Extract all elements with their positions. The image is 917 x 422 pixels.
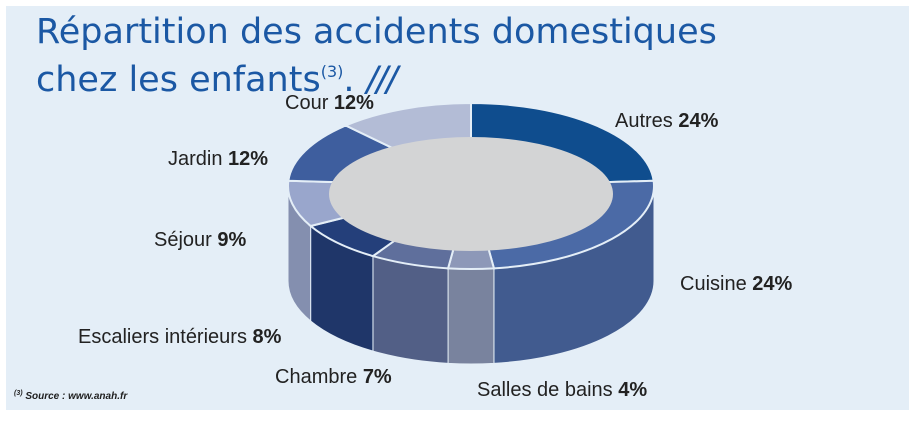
label-autres: Autres 24% xyxy=(615,109,718,133)
title-footnote-ref: (3) xyxy=(320,62,344,81)
label-value: 24% xyxy=(752,273,793,295)
label-name: Chambre xyxy=(275,366,363,388)
chart-title: Répartition des accidents domestiques ch… xyxy=(36,12,717,100)
label-name: Cuisine xyxy=(680,273,753,295)
label-jardin: Jardin 12% xyxy=(168,147,268,171)
label-value: 24% xyxy=(678,110,719,132)
title-line-1: Répartition des accidents domestiques xyxy=(36,12,717,52)
label-name: Escaliers intérieurs xyxy=(78,326,253,348)
label-value: 12% xyxy=(228,148,269,170)
title-decoration: /// xyxy=(366,60,398,100)
label-value: 9% xyxy=(217,229,247,251)
label-chambre: Chambre 7% xyxy=(275,365,392,389)
title-line-2-text: chez les enfants xyxy=(36,60,321,100)
label-name: Séjour xyxy=(154,229,218,251)
title-line-2: chez les enfants(3). /// xyxy=(36,52,717,100)
label-name: Jardin xyxy=(168,148,229,170)
source-text: Source : www.anah.fr xyxy=(25,391,128,402)
slice-side-salles-de-bains xyxy=(447,267,495,365)
label-name: Autres xyxy=(615,110,679,132)
label-salles-de-bains: Salles de bains 4% xyxy=(477,378,647,402)
label-value: 4% xyxy=(618,379,648,401)
source-note: (3) Source : www.anah.fr xyxy=(14,390,127,402)
label-value: 12% xyxy=(333,92,374,114)
label-name: Salles de bains xyxy=(477,379,619,401)
slice-side-chambre xyxy=(372,255,449,364)
label-name: Cour xyxy=(285,92,334,114)
title-dot: . xyxy=(343,60,355,100)
donut-sides xyxy=(287,185,655,365)
label-value: 7% xyxy=(362,366,392,388)
label-sejour: Séjour 9% xyxy=(154,228,246,252)
donut-center xyxy=(329,137,613,251)
label-cuisine: Cuisine 24% xyxy=(680,272,792,296)
label-escaliers-interieurs: Escaliers intérieurs 8% xyxy=(78,325,281,349)
label-cour: Cour 12% xyxy=(285,91,374,115)
label-value: 8% xyxy=(252,326,282,348)
source-ref: (3) xyxy=(14,390,23,397)
